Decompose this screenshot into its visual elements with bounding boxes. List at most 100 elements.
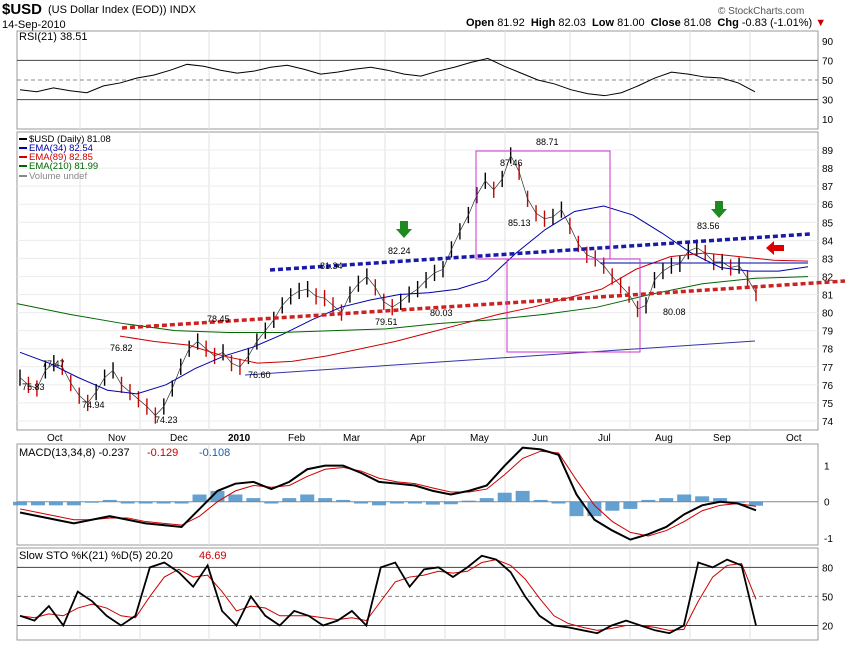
- low-value: 81.00: [617, 17, 645, 29]
- macd-histogram-bar: [389, 501, 404, 504]
- legend-swatch: [19, 175, 27, 177]
- macd-tick-label: 1: [824, 462, 830, 473]
- price-annotation: 74.94: [82, 400, 105, 410]
- price-annotation: 88.71: [536, 137, 559, 147]
- ema-line-2: [16, 276, 809, 333]
- macd-histogram-bar: [695, 496, 710, 502]
- price-tick-label: 83: [822, 254, 834, 265]
- green-down-arrow-icon: [396, 221, 412, 238]
- macd-histogram-bar: [551, 501, 566, 504]
- macd-histogram-bar: [84, 501, 99, 503]
- rsi-tick-label: 70: [822, 56, 834, 67]
- rsi-tick-label: 50: [822, 76, 834, 87]
- macd-histogram-bar: [48, 501, 63, 506]
- sto-k-line: [19, 554, 757, 635]
- macd-histogram-bar: [318, 498, 333, 502]
- macd-histogram-bar: [533, 499, 548, 502]
- macd-histogram-bar: [282, 498, 297, 502]
- legend-label: $USD (Daily) 81.08: [29, 134, 111, 145]
- price-annotation: 80.03: [430, 308, 453, 318]
- ema-line-0: [19, 205, 809, 395]
- macd-histogram-bar: [192, 494, 207, 502]
- macd-histogram-bar: [659, 498, 674, 502]
- x-tick-label: Mar: [343, 433, 361, 444]
- x-tick-label: Apr: [410, 433, 426, 444]
- blue-trendline: [269, 232, 811, 272]
- price-tick-label: 80: [822, 309, 834, 320]
- legend-swatch: [19, 156, 27, 158]
- legend-swatch: [19, 147, 27, 149]
- ohlc-summary: Open 81.92 High 82.03 Low 81.00 Close 81…: [466, 17, 826, 29]
- macd-line: [19, 446, 757, 541]
- price-annotation: 82.24: [388, 246, 411, 256]
- x-tick-label: Jul: [598, 433, 611, 444]
- symbol-title: $USD: [2, 1, 42, 18]
- chart-date: 14-Sep-2010: [2, 19, 66, 31]
- x-tick-label: Oct: [786, 433, 802, 444]
- symbol-desc: (US Dollar Index (EOD)) INDX: [48, 4, 196, 16]
- macd-histogram-bar: [264, 501, 279, 504]
- legend-label: EMA(34) 82.54: [29, 143, 93, 154]
- macd-signal-value: -0.129: [147, 447, 178, 459]
- macd-histogram-bar: [731, 501, 746, 503]
- macd-histogram-bar: [246, 498, 261, 502]
- price-tick-label: 86: [822, 200, 834, 211]
- low-label: Low: [592, 17, 615, 29]
- price-tick-label: 88: [822, 164, 834, 175]
- sto-tick-label: 20: [822, 621, 834, 632]
- price-tick-label: 87: [822, 182, 834, 193]
- price-annotation: 79.51: [375, 317, 398, 327]
- macd-histogram-bar: [13, 501, 27, 506]
- price-annotation: 78.45: [207, 314, 230, 324]
- magenta-box-top: [475, 150, 611, 260]
- price-tick-label: 74: [822, 417, 834, 428]
- macd-histogram-bar: [156, 501, 171, 504]
- macd-hist-value: -0.108: [199, 447, 230, 459]
- rsi-line: [19, 57, 756, 97]
- macd-histogram-bar: [749, 501, 763, 506]
- macd-histogram-bar: [641, 499, 656, 502]
- macd-histogram-bar: [354, 501, 369, 504]
- price-tick-label: 89: [822, 146, 834, 157]
- symbol: $USD: [2, 1, 43, 18]
- high-label: High: [530, 17, 556, 29]
- rsi-tick-label: 90: [822, 37, 834, 48]
- price-tick-label: 85: [822, 218, 834, 229]
- magenta-box-bottom: [506, 258, 641, 353]
- x-tick-label: Dec: [170, 433, 188, 444]
- macd-title: MACD(13,34,8) -0.237: [19, 447, 130, 459]
- chg-label: Chg: [717, 17, 739, 29]
- x-tick-label: Feb: [288, 433, 306, 444]
- macd-histogram-bar: [336, 499, 351, 502]
- x-tick-label: Jun: [532, 433, 548, 444]
- price-annotation: 85.13: [508, 218, 531, 228]
- high-value: 82.03: [558, 17, 586, 29]
- macd-histogram-bar: [515, 490, 530, 502]
- symbol-name: (US Dollar Index (EOD)): [48, 4, 167, 16]
- green-down-arrow-icon: [711, 201, 727, 218]
- macd-histogram-bar: [497, 492, 512, 502]
- price-tick-label: 84: [822, 236, 834, 247]
- close-value: 81.08: [683, 17, 712, 29]
- price-annotation: 75.83: [22, 382, 45, 392]
- macd-tick-label: -1: [824, 534, 833, 545]
- x-tick-label: Nov: [108, 433, 126, 444]
- price-annotation: 80.08: [663, 307, 686, 317]
- x-tick-label: Oct: [47, 433, 63, 444]
- rsi-title: RSI(21) 38.51: [19, 31, 87, 43]
- macd-signal-line: [19, 450, 757, 537]
- x-tick-label: May: [470, 433, 489, 444]
- macd-histogram-bar: [443, 501, 458, 505]
- macd-histogram-bar: [138, 501, 153, 504]
- x-tick-label: 2010: [228, 433, 251, 444]
- panel-frame-3: [16, 547, 819, 641]
- price-annotation: 77.47: [42, 359, 65, 369]
- panel-frame-2: [16, 443, 819, 546]
- rsi-tick-label: 10: [822, 115, 834, 126]
- price-annotation: 76.82: [110, 343, 133, 353]
- sto-d-line: [19, 559, 757, 631]
- x-tick-label: Aug: [655, 433, 673, 444]
- macd-histogram-bar: [425, 501, 440, 505]
- red-trendline: [121, 279, 846, 330]
- macd-histogram-bar: [569, 501, 584, 517]
